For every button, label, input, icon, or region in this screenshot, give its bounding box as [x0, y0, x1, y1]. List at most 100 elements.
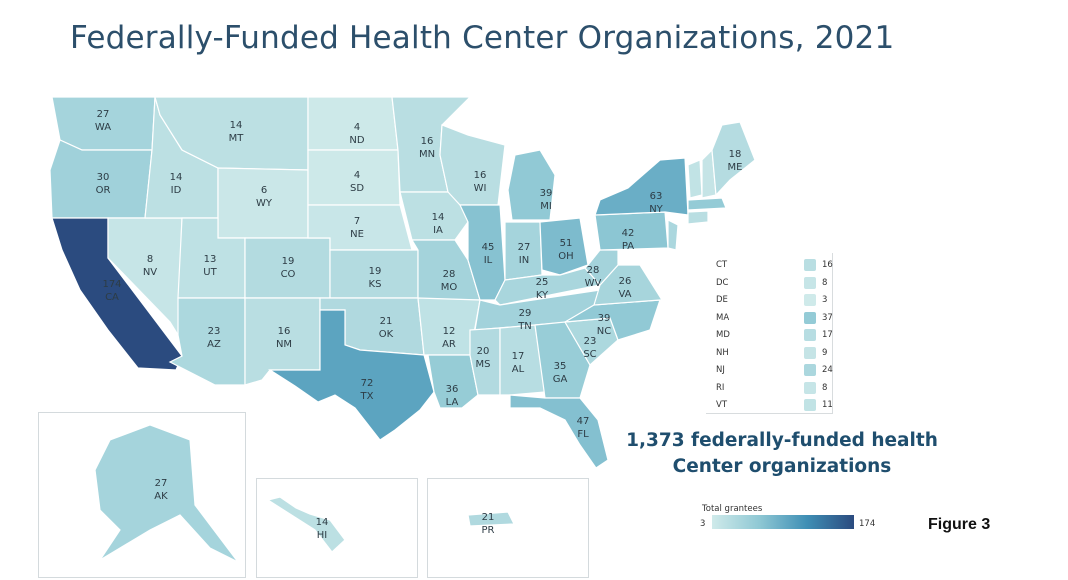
state-TX[interactable]: [267, 309, 435, 441]
state-CT[interactable]: [687, 210, 709, 225]
state-NJ[interactable]: [667, 219, 679, 251]
state-WI[interactable]: [439, 124, 506, 206]
state-HI[interactable]: [266, 496, 346, 553]
state-CO[interactable]: [244, 237, 331, 299]
small-state-row-MA[interactable]: MA 37: [716, 310, 834, 328]
state-abbr-MN: MN: [419, 149, 435, 160]
small-state-abbr: MD: [716, 330, 730, 340]
small-state-row-VT[interactable]: VT 11: [716, 397, 834, 415]
state-FL[interactable]: [509, 394, 609, 469]
small-state-row-DE[interactable]: DE 3: [716, 292, 834, 310]
state-abbr-SD: SD: [350, 183, 364, 194]
state-PR[interactable]: [467, 511, 515, 527]
state-ME[interactable]: [711, 121, 756, 197]
state-abbr-GA: GA: [553, 374, 568, 385]
state-value-NY: 63: [650, 191, 663, 202]
state-value-WI: 16: [474, 170, 487, 181]
state-value-NV: 8: [147, 254, 153, 265]
hawaii-inset: [256, 478, 418, 578]
state-abbr-MO: MO: [441, 282, 458, 293]
state-abbr-NE: NE: [350, 229, 364, 240]
small-state-shape-icon: [804, 346, 816, 359]
color-scale-bar: [712, 515, 854, 529]
state-abbr-UT: UT: [203, 267, 217, 278]
state-abbr-WI: WI: [474, 183, 487, 194]
state-value-CO: 19: [282, 256, 295, 267]
state-abbr-AK: AK: [154, 491, 168, 502]
state-value-KS: 19: [369, 266, 382, 277]
state-abbr-NM: NM: [276, 339, 292, 350]
state-value-AZ: 23: [208, 326, 221, 337]
state-value-MN: 16: [421, 136, 434, 147]
small-state-value: 8: [822, 382, 828, 393]
state-value-OK: 21: [380, 316, 393, 327]
state-VT[interactable]: [687, 159, 703, 199]
small-state-abbr: MA: [716, 312, 730, 323]
small-state-row-CT[interactable]: CT 16: [716, 257, 834, 275]
state-abbr-OR: OR: [96, 185, 111, 196]
state-AL[interactable]: [499, 324, 546, 396]
state-value-MT: 14: [230, 120, 243, 131]
small-state-row-DC[interactable]: DC 8: [716, 275, 834, 293]
small-state-row-RI[interactable]: RI 8: [716, 380, 834, 398]
small-state-value: 8: [822, 277, 828, 288]
puerto-rico-inset: [427, 478, 589, 578]
state-value-TX: 72: [361, 378, 374, 389]
state-value-NE: 7: [354, 216, 360, 227]
small-state-value: 11: [822, 400, 833, 410]
state-abbr-NV: NV: [143, 267, 157, 278]
state-value-NC: 39: [598, 313, 611, 324]
small-state-abbr: DE: [716, 295, 728, 305]
small-state-value: 24: [822, 365, 833, 375]
state-abbr-AZ: AZ: [207, 339, 221, 350]
state-IL[interactable]: [459, 204, 506, 301]
state-abbr-MS: MS: [476, 359, 491, 370]
small-state-shape-icon: [804, 311, 816, 324]
state-value-IN: 27: [518, 242, 531, 253]
state-value-OH: 51: [560, 238, 573, 249]
state-abbr-PA: PA: [622, 241, 634, 252]
small-state-abbr: NJ: [716, 365, 725, 375]
state-abbr-IL: IL: [484, 255, 493, 266]
small-state-row-MD[interactable]: MD 17: [716, 327, 834, 345]
state-value-MO: 28: [443, 269, 456, 280]
state-KY[interactable]: [494, 267, 602, 306]
state-MA[interactable]: [687, 197, 727, 211]
small-state-value: 3: [822, 295, 828, 305]
state-abbr-ID: ID: [171, 185, 182, 196]
state-abbr-WV: WV: [585, 278, 602, 289]
state-value-SC: 23: [584, 336, 597, 347]
small-state-abbr: NH: [716, 347, 729, 358]
color-scale-min: 3: [700, 519, 706, 529]
state-GA[interactable]: [534, 321, 591, 399]
small-state-row-NJ[interactable]: NJ 24: [716, 362, 834, 380]
small-state-shape-icon: [804, 276, 816, 289]
state-abbr-IA: IA: [433, 225, 443, 236]
small-state-abbr: VT: [716, 400, 728, 410]
state-value-PR: 21: [482, 512, 495, 523]
state-abbr-CA: CA: [105, 292, 119, 303]
state-abbr-OH: OH: [558, 251, 573, 262]
state-value-LA: 36: [446, 384, 459, 395]
state-value-ME: 18: [729, 149, 742, 160]
state-NY[interactable]: [594, 157, 689, 216]
map-title: Federally-Funded Health Center Organizat…: [70, 20, 895, 56]
state-abbr-TN: TN: [517, 321, 532, 332]
state-value-KY: 25: [536, 277, 549, 288]
state-value-FL: 47: [577, 416, 590, 427]
state-MS[interactable]: [469, 327, 501, 396]
state-value-GA: 35: [554, 361, 567, 372]
state-abbr-ND: ND: [349, 135, 364, 146]
state-OH[interactable]: [539, 217, 589, 276]
state-abbr-LA: LA: [446, 397, 459, 408]
small-states-table: CT 16 DC 8 DE 3 MA 37 MD 17 NH 9 NJ 24 RI 8 VT 11: [706, 253, 833, 414]
small-state-row-NH[interactable]: NH 9: [716, 345, 834, 363]
small-state-shape-icon: [804, 364, 816, 376]
state-AK[interactable]: [94, 424, 239, 563]
state-MI[interactable]: [507, 149, 556, 221]
small-state-shape-icon: [804, 329, 816, 341]
total-summary: 1,373 federally-funded health Center org…: [612, 428, 952, 480]
small-state-shape-icon: [804, 399, 816, 411]
state-abbr-MI: MI: [540, 201, 552, 212]
